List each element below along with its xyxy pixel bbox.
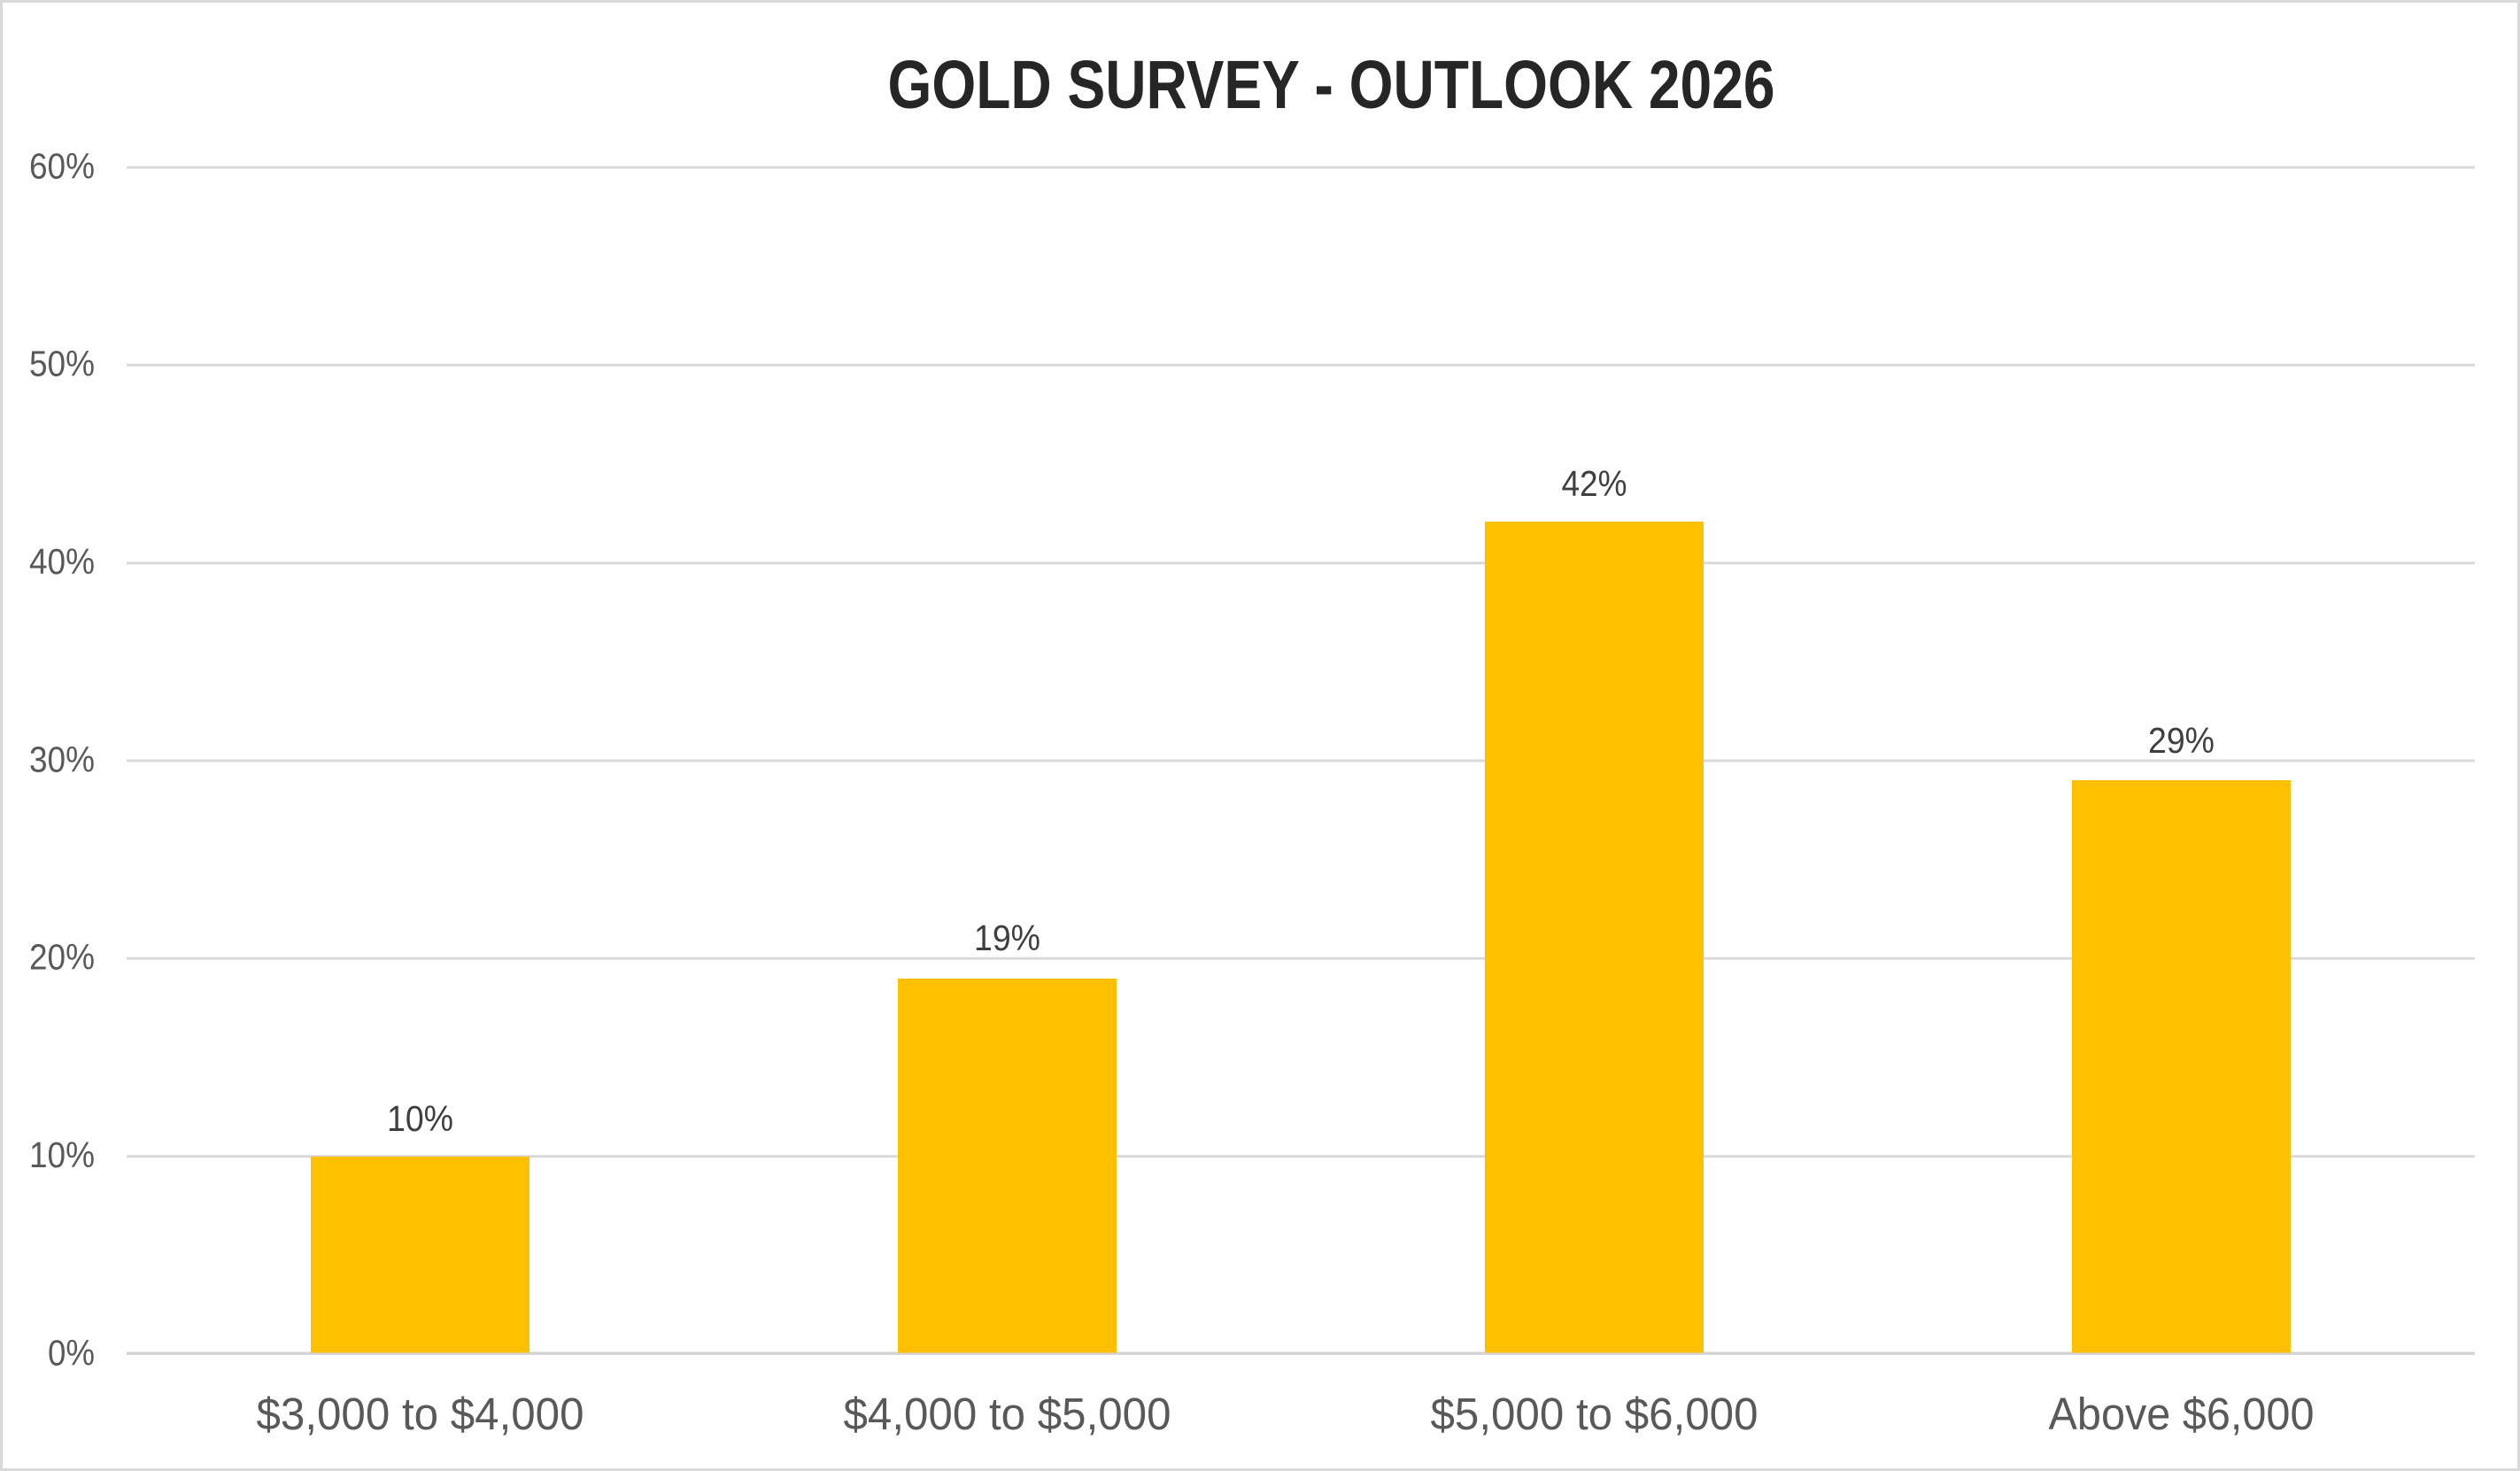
svg-text:0%: 0% [48,1332,95,1373]
svg-text:GOLD SURVEY - OUTLOOK 2026: GOLD SURVEY - OUTLOOK 2026 [888,47,1775,123]
svg-text:40%: 40% [29,541,95,582]
svg-text:$3,000 to $4,000: $3,000 to $4,000 [257,1389,584,1439]
svg-text:$4,000 to $5,000: $4,000 to $5,000 [844,1389,1171,1439]
svg-text:10%: 10% [29,1134,95,1175]
svg-text:20%: 20% [29,937,95,978]
svg-text:50%: 50% [29,344,95,384]
svg-text:42%: 42% [1562,463,1627,504]
svg-text:30%: 30% [29,739,95,779]
svg-text:60%: 60% [29,145,95,186]
svg-text:Above $6,000: Above $6,000 [2049,1389,2315,1439]
svg-text:29%: 29% [2148,720,2215,761]
svg-text:19%: 19% [974,917,1040,958]
svg-text:$5,000 to $6,000: $5,000 to $6,000 [1431,1389,1759,1439]
svg-text:10%: 10% [387,1098,453,1139]
